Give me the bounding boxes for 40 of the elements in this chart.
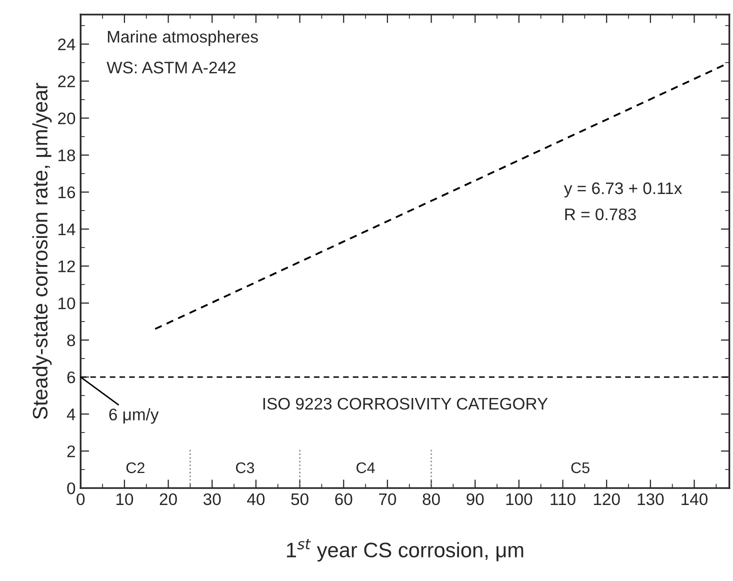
y-tick-label: 4 bbox=[66, 408, 76, 420]
x-tick-label: 30 bbox=[203, 493, 221, 506]
annotation: 6 μm/y bbox=[109, 408, 159, 424]
x-tick-label: 50 bbox=[291, 493, 308, 506]
x-tick-label: 100 bbox=[506, 493, 532, 506]
x-tick-label: 20 bbox=[160, 493, 177, 506]
y-tick-label: 20 bbox=[58, 112, 76, 124]
annotation: y = 6.73 + 0.11x bbox=[564, 182, 682, 198]
x-tick-label: 70 bbox=[379, 493, 396, 506]
x-tick-label: 10 bbox=[116, 493, 134, 506]
x-tick-label: 0 bbox=[76, 493, 85, 506]
y-tick-label: 10 bbox=[58, 297, 76, 310]
annotation: Marine atmospheres bbox=[108, 30, 258, 46]
x-tick-label: 130 bbox=[638, 493, 664, 506]
x-tick-label: 120 bbox=[594, 493, 620, 506]
y-tick-label: 18 bbox=[58, 150, 76, 162]
annotation: WS: ASTM A-242 bbox=[106, 62, 236, 74]
x-tick-label: 90 bbox=[466, 493, 484, 506]
x-tick-label: 110 bbox=[550, 493, 576, 506]
annotation: R = 0.783 bbox=[565, 208, 636, 220]
y-axis-title: Steady-state corrosion rate, μm/year bbox=[32, 82, 52, 420]
y-tick-label: 24 bbox=[58, 38, 76, 50]
annotation: C3 bbox=[236, 462, 254, 474]
annotation: C4 bbox=[356, 462, 375, 474]
y-tick-label: 16 bbox=[58, 186, 76, 198]
x-tick-label: 140 bbox=[682, 493, 708, 506]
annotation: C2 bbox=[126, 462, 144, 474]
x-tick-label: 60 bbox=[335, 493, 352, 506]
y-tick-label: 12 bbox=[58, 260, 75, 272]
y-tick-label: 0 bbox=[67, 482, 76, 494]
y-tick-label: 22 bbox=[58, 76, 75, 88]
y-tick-label: 8 bbox=[67, 334, 76, 346]
y-tick-label: 14 bbox=[58, 224, 76, 236]
annotation: C5 bbox=[571, 462, 590, 474]
annotation: ISO 9223 CORROSIVITY CATEGORY bbox=[263, 398, 548, 410]
x-tick-label: 40 bbox=[247, 493, 265, 506]
y-tick-label: 2 bbox=[67, 445, 75, 458]
x-axis-title: 1$^{st}$ year CS corrosion, μm bbox=[286, 538, 524, 562]
y-tick-label: 6 bbox=[67, 371, 76, 384]
x-tick-label: 80 bbox=[422, 493, 440, 506]
